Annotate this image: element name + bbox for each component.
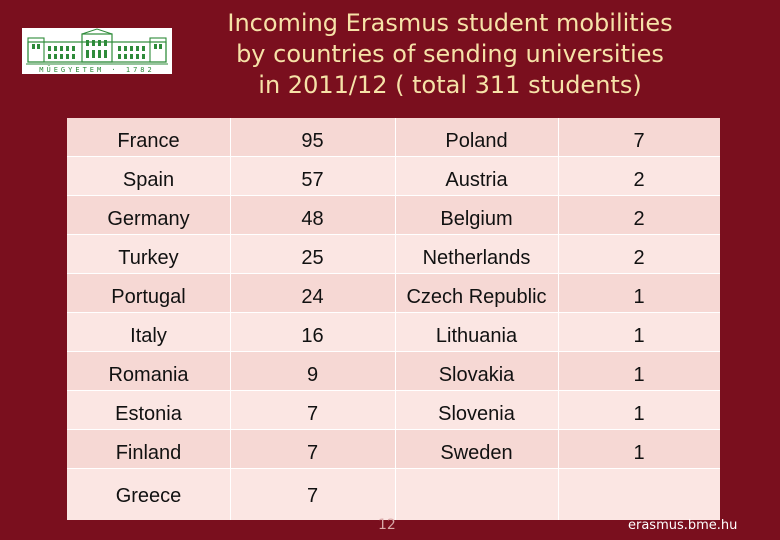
country-cell [395,469,558,508]
mobility-table: France 95 Poland 7 Spain 57 Austria 2 Ge… [67,118,720,520]
country-cell: Poland [445,130,508,152]
table-row: France 95 Poland 7 [67,118,720,157]
logo-caption: MŰEGYETEM · 1782 [39,65,154,74]
column-divider [230,118,231,520]
slide-title: Incoming Erasmus student mobilities by c… [190,8,710,101]
country-cell: Slovakia [438,364,515,386]
count-cell: 48 [301,208,324,230]
count-cell: 1 [633,403,645,425]
count-cell: 1 [633,442,645,464]
table-row: Estonia 7 Slovenia 1 [67,391,720,430]
country-cell: Netherlands [422,247,531,269]
country-cell: Slovenia [438,403,515,425]
table-row: Turkey 25 Netherlands 2 [67,235,720,274]
count-cell [558,469,720,508]
country-cell: Finland [115,442,182,464]
column-divider [395,118,396,520]
university-building-icon: MŰEGYETEM · 1782 [22,28,172,74]
count-cell: 7 [633,130,645,152]
country-cell: Sweden [440,442,513,464]
count-cell: 1 [633,364,645,386]
table-row: Italy 16 Lithuania 1 [67,313,720,352]
country-cell: Estonia [115,403,182,425]
country-cell: Lithuania [435,325,518,347]
footer-url: erasmus.bme.hu [628,518,738,533]
country-cell: Romania [108,364,189,386]
country-cell: Portugal [111,286,186,308]
table-row: Romania 9 Slovakia 1 [67,352,720,391]
title-line-1: Incoming Erasmus student mobilities [227,9,673,37]
table-row: Greece 7 [67,469,720,520]
count-cell: 2 [633,247,645,269]
country-cell: Greece [115,485,182,507]
table-row: Spain 57 Austria 2 [67,157,720,196]
count-cell: 7 [306,442,319,464]
count-cell: 1 [633,325,645,347]
country-cell: Czech Republic [406,286,547,308]
count-cell: 16 [301,325,324,347]
country-cell: Italy [130,325,167,347]
table-row: Germany 48 Belgium 2 [67,196,720,235]
count-cell: 2 [633,208,645,230]
count-cell: 9 [306,364,319,386]
count-cell: 25 [301,247,324,269]
column-divider [558,118,559,520]
table-row: Portugal 24 Czech Republic 1 [67,274,720,313]
count-cell: 2 [633,169,645,191]
count-cell: 24 [301,286,324,308]
university-logo: MŰEGYETEM · 1782 [22,28,172,74]
country-cell: Austria [445,169,508,191]
title-line-3: in 2011/12 ( total 311 students) [258,71,642,99]
title-line-2: by countries of sending universities [236,40,664,68]
count-cell: 7 [306,403,319,425]
count-cell: 57 [301,169,324,191]
page-number: 12 [378,517,396,533]
country-cell: Germany [107,208,190,230]
country-cell: Belgium [440,208,513,230]
country-cell: France [117,130,180,152]
count-cell: 7 [306,485,319,507]
table-row: Finland 7 Sweden 1 [67,430,720,469]
count-cell: 95 [301,130,324,152]
country-cell: Turkey [118,247,179,269]
count-cell: 1 [633,286,645,308]
country-cell: Spain [122,169,175,191]
